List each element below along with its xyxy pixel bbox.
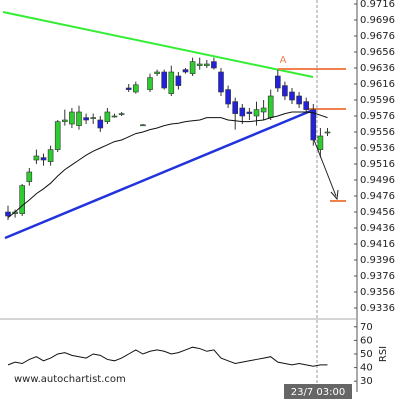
candle-body	[289, 91, 295, 101]
support-line	[4, 108, 314, 240]
y-tick-label: 0.9616	[360, 79, 395, 90]
candle-body	[182, 69, 189, 73]
candle-body	[282, 85, 288, 97]
rsi-line	[7, 346, 328, 367]
candle-body	[310, 109, 317, 141]
candle-body	[61, 119, 68, 122]
rsi-tick-label: 40	[360, 363, 373, 374]
rsi-tick-label: 60	[360, 335, 373, 346]
candle-body	[97, 119, 104, 129]
resistance-line	[2, 11, 314, 78]
candle-body	[204, 63, 210, 66]
y-tick-label: 0.9376	[360, 271, 395, 282]
time-label-box	[284, 384, 352, 399]
candle-body	[168, 71, 175, 94]
y-tick-label: 0.9416	[360, 239, 395, 250]
candle-body	[211, 61, 217, 69]
candle-body	[76, 111, 82, 126]
forecast-arrow	[313, 139, 337, 197]
candle-body	[69, 111, 75, 125]
rsi-tick-label: 70	[360, 322, 373, 333]
moving-average	[7, 111, 328, 218]
arrow-head	[330, 189, 339, 201]
y-tick-label: 0.9436	[360, 223, 395, 234]
candle-body	[232, 101, 238, 114]
y-tick-label: 0.9576	[360, 111, 395, 122]
candle-body	[5, 211, 11, 217]
y-tick-label: 0.9656	[360, 47, 395, 58]
y-tick-label: 0.9596	[360, 95, 395, 106]
candle-body	[33, 155, 40, 161]
candle-body	[161, 71, 167, 89]
candle-body	[19, 185, 26, 214]
candle-body	[317, 135, 324, 150]
candle-body	[196, 63, 203, 66]
candle-body	[125, 87, 132, 90]
y-tick-label: 0.9536	[360, 143, 395, 154]
y-tick-label: 0.9336	[360, 303, 395, 314]
candle-body	[274, 75, 281, 89]
candle-body	[324, 131, 331, 134]
candle-body	[189, 61, 196, 74]
candle-body	[296, 95, 302, 105]
candle-body	[239, 107, 246, 117]
candle-body	[83, 117, 89, 121]
y-tick-label: 0.9556	[360, 127, 395, 138]
y-tick-label: 0.9716	[360, 0, 395, 10]
watermark: www.autochartist.com	[14, 374, 126, 385]
candle-body	[111, 115, 118, 118]
candle-body	[253, 109, 260, 117]
plot: 0.9716 0.9696 0.9676 0.9656 0.9636 0.9616 0.95…	[5, 0, 395, 387]
candle-body	[147, 77, 153, 90]
y-tick-label: 0.9456	[360, 207, 395, 218]
y-tick-label: 0.9356	[360, 287, 395, 298]
candle-body	[104, 111, 111, 122]
candle-body	[260, 107, 267, 113]
candle-body	[175, 75, 182, 86]
candle-body	[118, 113, 125, 115]
candle-body	[267, 95, 274, 118]
candle-body	[140, 124, 146, 127]
y-tick-label: 0.9696	[360, 15, 395, 26]
time-label: 23/7 03:00	[291, 387, 345, 398]
candle-body	[40, 157, 47, 161]
rsi-label: RSI	[378, 346, 389, 362]
candle-body	[54, 121, 61, 150]
candle-body	[47, 149, 54, 162]
candle-body	[154, 71, 160, 74]
y-tick-label: 0.9636	[360, 63, 395, 74]
candle-body	[26, 171, 33, 182]
candle-body	[303, 101, 310, 110]
rsi-tick-label: 30	[360, 376, 373, 387]
candle-body	[133, 84, 139, 93]
candle-body	[246, 111, 253, 114]
y-tick-label: 0.9676	[360, 31, 395, 42]
rsi-tick-label: 50	[360, 349, 373, 360]
y-tick-label: 0.9516	[360, 159, 395, 170]
candle-body	[90, 117, 96, 119]
candle-body	[218, 71, 224, 93]
pattern-label: A	[280, 55, 287, 66]
y-tick-label: 0.9496	[360, 175, 395, 186]
candle-body	[225, 89, 231, 105]
y-tick-label: 0.9476	[360, 191, 395, 202]
y-tick-label: 0.9396	[360, 255, 395, 266]
